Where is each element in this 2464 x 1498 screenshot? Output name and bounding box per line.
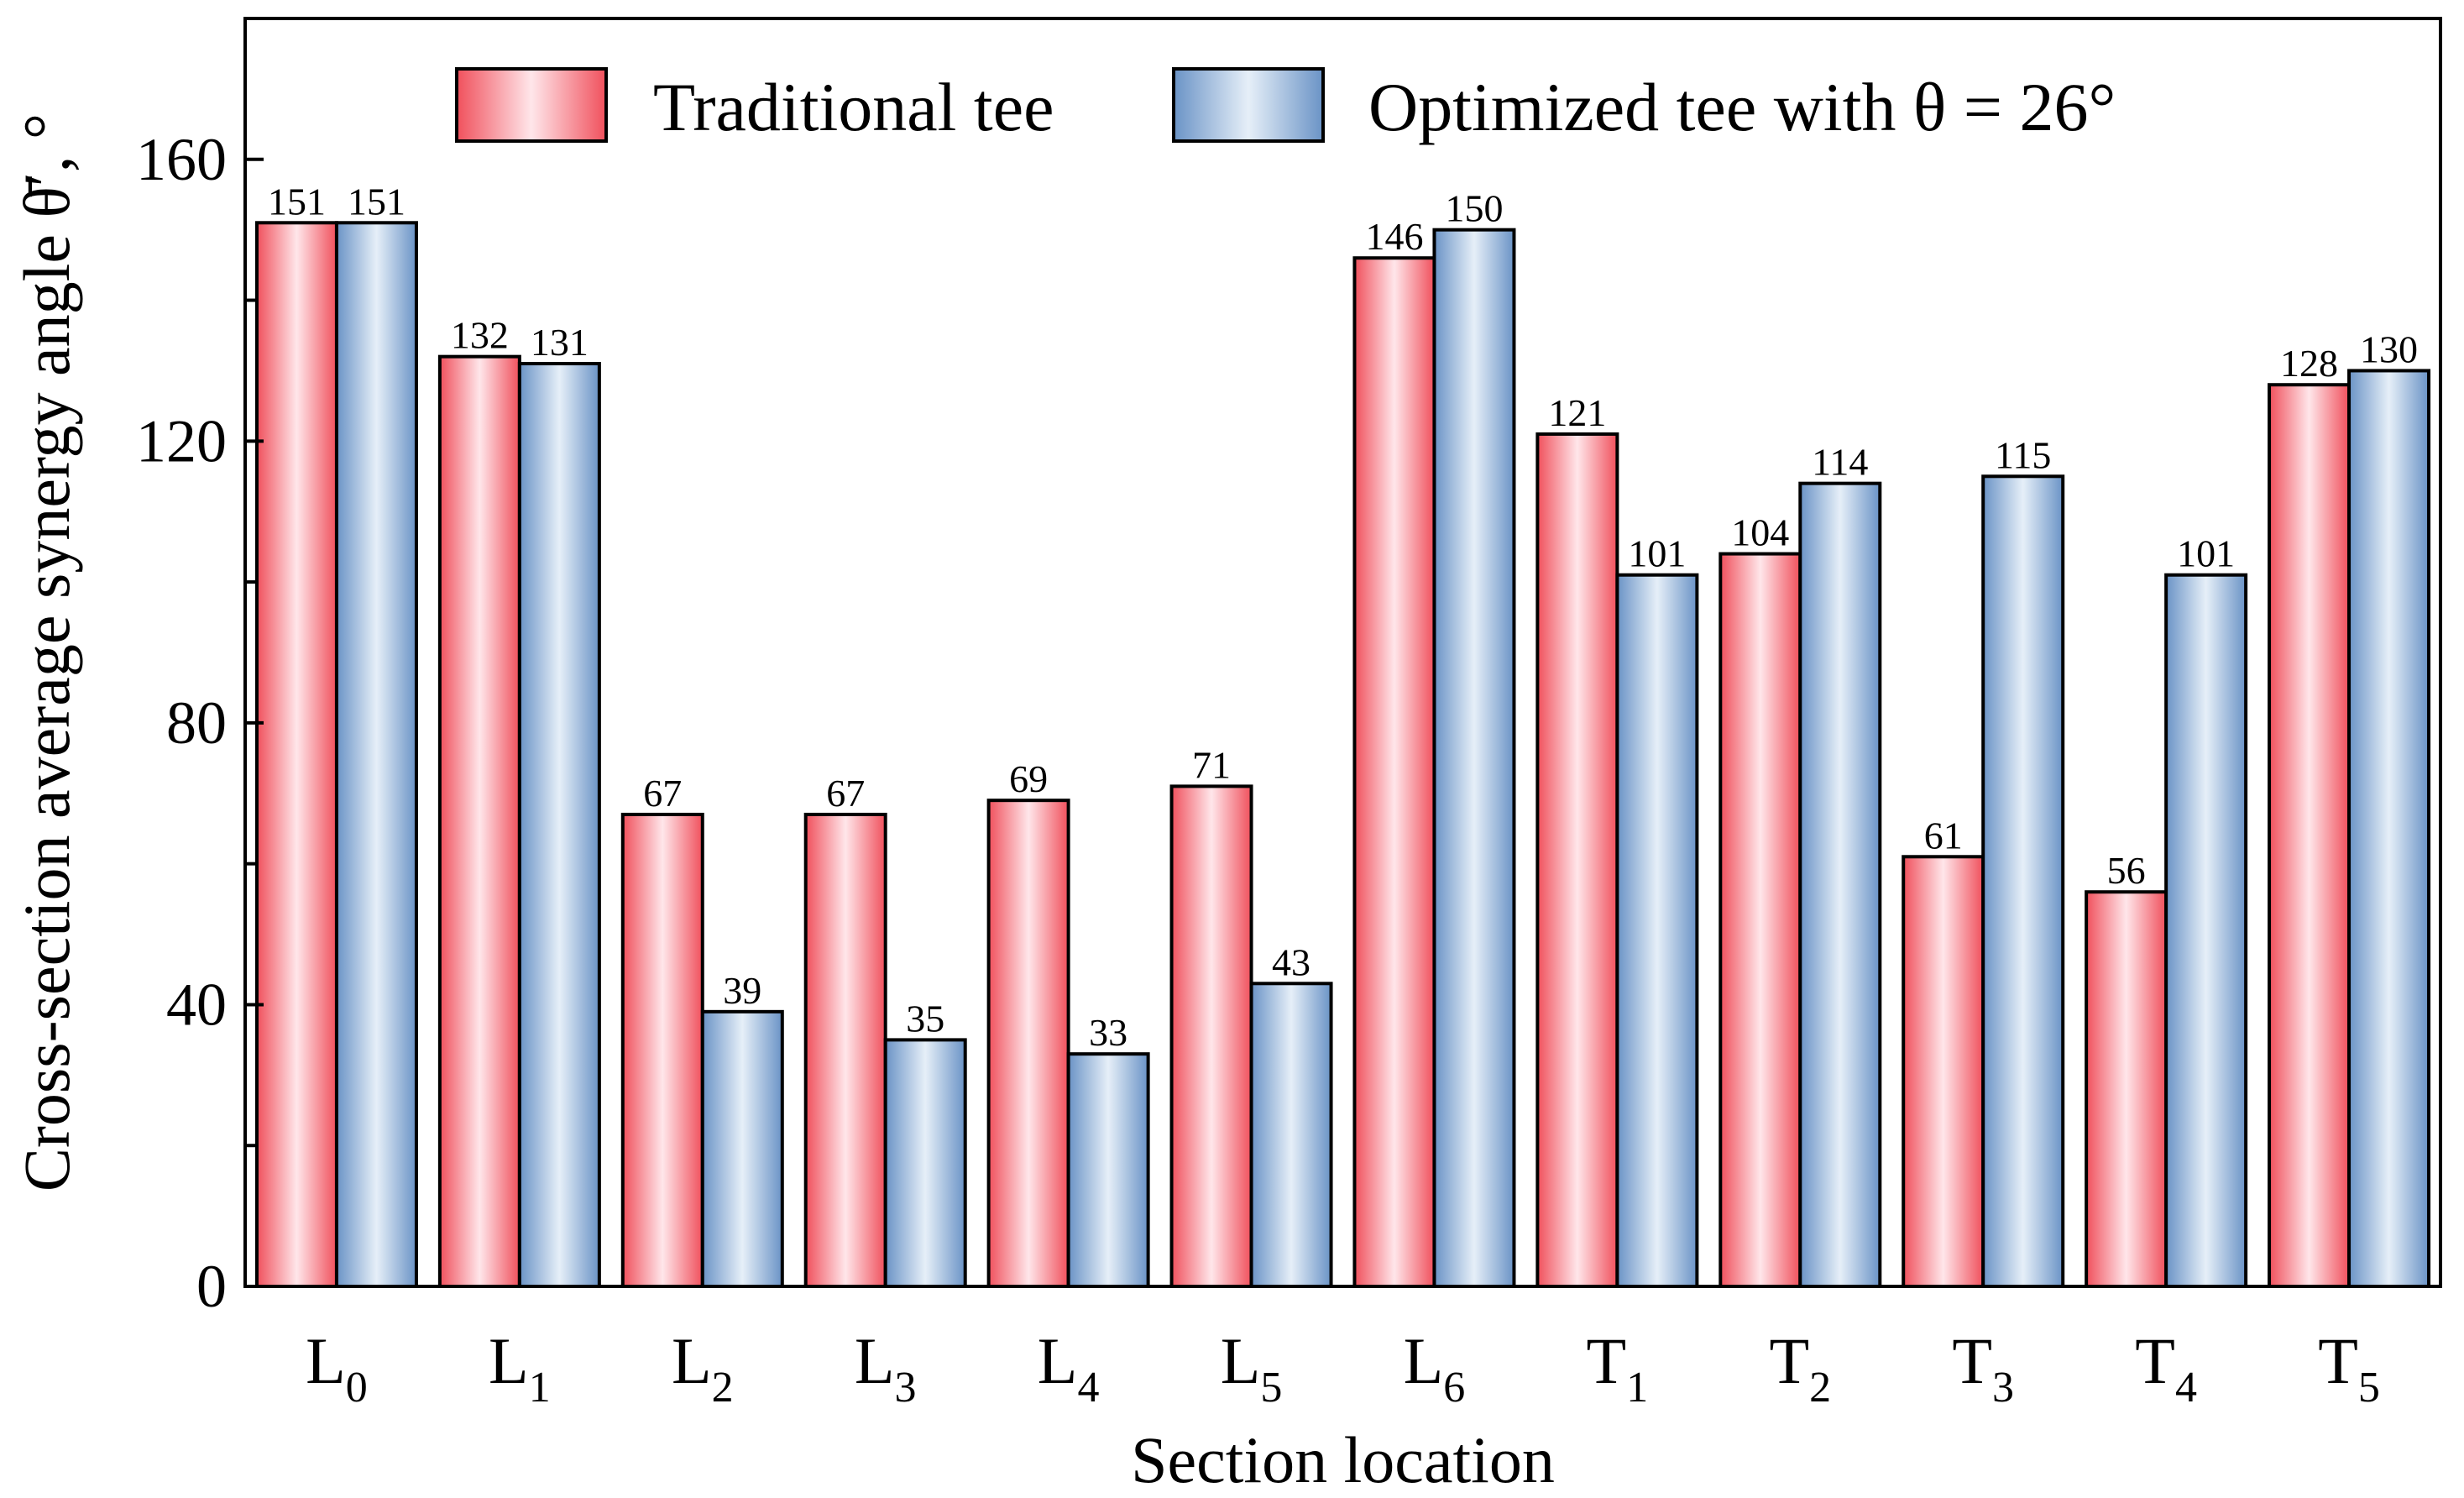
- x-axis-title: Section location: [1131, 1423, 1555, 1496]
- bar-traditional: [620, 812, 704, 1288]
- bar-traditional: [437, 354, 521, 1289]
- y-axis: 0 40 80 120 160: [136, 17, 264, 1320]
- x-tick-label: L0: [306, 1324, 368, 1412]
- bar-value-label: 67: [826, 772, 865, 814]
- bar-optimized: [2347, 369, 2431, 1288]
- bar-value-label: 104: [1731, 511, 1789, 554]
- bar-value-label: 132: [451, 314, 509, 357]
- y-axis-title: Cross-section average synergy angle θ̄′,…: [10, 113, 83, 1192]
- bar-value-label: 114: [1812, 441, 1868, 484]
- bar-value-label: 35: [906, 997, 944, 1040]
- bar-value-label: 43: [1272, 940, 1310, 983]
- bar-value-label: 151: [348, 180, 405, 223]
- bar-value-label: 128: [2280, 342, 2338, 385]
- bar-optimized: [883, 1038, 967, 1289]
- legend-swatch-traditional: [455, 67, 608, 143]
- bar-value-label: 151: [268, 180, 326, 223]
- x-tick-label: L1: [489, 1324, 551, 1412]
- y-tick-label: 40: [166, 971, 227, 1038]
- bar-value-label: 101: [1628, 532, 1686, 575]
- y-tick-label: 0: [196, 1253, 227, 1320]
- bar-value-label: 67: [643, 772, 682, 814]
- bar-value-label: 146: [1365, 215, 1423, 258]
- x-tick-label: T1: [1587, 1324, 1649, 1412]
- bar-value-label: 56: [2107, 849, 2146, 892]
- bar-value-label: 61: [1924, 814, 1963, 856]
- bar-value-label: 130: [2360, 327, 2418, 370]
- bar-optimized: [1249, 982, 1333, 1289]
- bar-optimized: [1798, 481, 1882, 1288]
- plot-frame: [243, 17, 2442, 1288]
- bar-value-label: 33: [1089, 1011, 1127, 1054]
- y-tick-label: 80: [166, 689, 227, 757]
- bar-value-label: 115: [1995, 433, 2051, 476]
- y-tick-label: 120: [136, 407, 227, 474]
- bar-traditional: [2085, 890, 2168, 1288]
- bars-group: [254, 221, 2431, 1289]
- bar-optimized: [700, 1009, 784, 1289]
- bar-optimized: [1432, 228, 1516, 1289]
- bar-traditional: [986, 799, 1070, 1288]
- bar-optimized: [334, 221, 418, 1288]
- x-tick-label: L2: [672, 1324, 734, 1412]
- legend: Traditional tee Optimized tee with θ = 2…: [455, 67, 2116, 145]
- x-tick-label: L4: [1038, 1324, 1100, 1412]
- bar-value-label: 131: [531, 321, 589, 364]
- value-labels-group: 151 151 132 131 67 39 67 35 69 33 71 43 146 150 121 101…: [268, 180, 2418, 1054]
- plot-border: [243, 17, 2442, 1288]
- bar-traditional: [254, 221, 338, 1288]
- bar-traditional: [1719, 552, 1802, 1288]
- bar-traditional: [1169, 784, 1253, 1288]
- legend-swatch-optimized: [1172, 67, 1325, 143]
- x-tick-label: T5: [2318, 1324, 2380, 1412]
- bar-traditional: [803, 812, 887, 1288]
- bar-value-label: 150: [1445, 187, 1503, 230]
- x-tick-label: T4: [2135, 1324, 2197, 1412]
- x-tick-label: L6: [1404, 1324, 1466, 1412]
- x-tick-label: T3: [1952, 1324, 2014, 1412]
- bar-value-label: 121: [1548, 391, 1606, 434]
- y-tick-label: 160: [136, 126, 227, 193]
- bar-optimized: [2164, 573, 2248, 1288]
- x-axis: L0 L1 L2 L3 L4 L5 L6 T1 T2 T3 T4 T5: [306, 1324, 2380, 1412]
- bar-optimized: [1066, 1052, 1150, 1288]
- bar-value-label: 101: [2177, 532, 2235, 575]
- bar-value-label: 71: [1192, 743, 1231, 786]
- bar-traditional: [1535, 432, 1619, 1288]
- legend-label-optimized: Optimized tee with θ = 26°: [1368, 69, 2116, 145]
- bar-optimized: [1981, 474, 2065, 1288]
- bar-traditional: [2268, 383, 2352, 1289]
- bar-optimized: [517, 362, 601, 1288]
- x-tick-label: L3: [855, 1324, 917, 1412]
- bar-optimized: [1615, 573, 1699, 1288]
- bar-value-label: 39: [723, 969, 761, 1012]
- bar-value-label: 69: [1009, 757, 1048, 800]
- bar-traditional: [1352, 256, 1436, 1289]
- legend-label-traditional: Traditional tee: [653, 69, 1054, 145]
- x-tick-label: L5: [1221, 1324, 1283, 1412]
- x-tick-label: T2: [1769, 1324, 1831, 1412]
- bar-traditional: [1902, 855, 1985, 1288]
